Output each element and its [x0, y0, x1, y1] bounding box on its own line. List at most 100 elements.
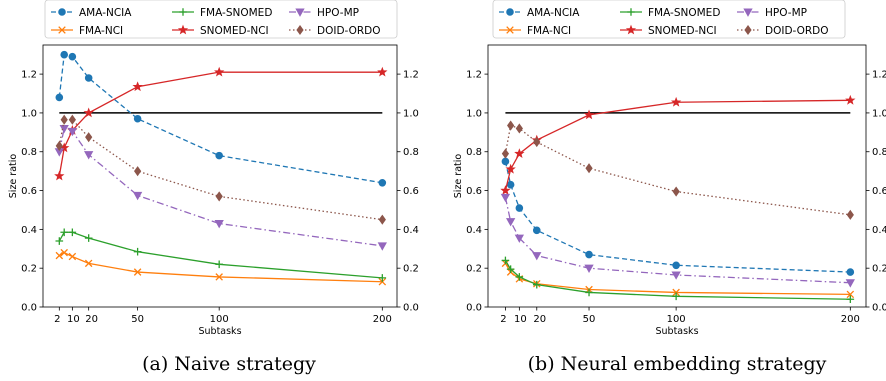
legend-marker — [744, 24, 752, 36]
data-point — [672, 186, 680, 197]
legend-label: FMA-SNOMED — [648, 7, 720, 19]
data-point — [134, 166, 142, 177]
plot-frame — [487, 44, 867, 308]
series-line — [504, 99, 851, 191]
y-tick-label-right: 1.2 — [872, 70, 886, 81]
series-hpo-mp — [500, 193, 855, 288]
data-point — [672, 288, 680, 297]
legend-marker — [625, 24, 637, 35]
x-tick-label: 20 — [533, 314, 546, 325]
data-point — [60, 248, 68, 257]
series-ama-ncia — [501, 157, 855, 276]
data-point — [60, 228, 69, 237]
y-tick-label: 0.6 — [21, 186, 37, 197]
data-point — [377, 242, 387, 251]
data-point — [846, 209, 854, 220]
data-point — [507, 120, 515, 131]
y-tick-label-right: 0.6 — [403, 186, 419, 197]
x-tick-label: 100 — [667, 314, 686, 325]
y-tick-label-right: 0.4 — [872, 225, 886, 236]
y-tick-label-right: 0.4 — [403, 225, 419, 236]
data-point — [501, 157, 510, 166]
data-point — [68, 52, 77, 61]
data-point — [533, 136, 541, 148]
data-point — [501, 148, 510, 159]
data-point — [132, 81, 143, 92]
legend-box — [492, 0, 846, 39]
y-tick-label: 1.0 — [466, 108, 482, 119]
y-tick-label: 1.0 — [21, 108, 37, 119]
legend-marker — [296, 24, 304, 36]
series-ama-ncia — [55, 50, 387, 187]
data-point — [55, 140, 63, 151]
legend-marker — [58, 26, 66, 34]
legend-label: HPO-MP — [765, 7, 807, 19]
series-fma-nci — [55, 248, 387, 286]
data-point — [68, 228, 77, 237]
legend-item-hpo-mp: HPO-MP — [289, 7, 359, 19]
series-snomed-nci — [500, 94, 856, 195]
y-tick-label: 0.0 — [21, 303, 37, 314]
legend-label: DOID-ORDO — [765, 25, 829, 37]
legend-label: FMA-NCI — [527, 25, 571, 37]
y-tick-label: 0.2 — [21, 264, 37, 275]
legend-label: AMA-NCIA — [79, 7, 132, 19]
data-point — [133, 114, 142, 123]
y-tick-label: 0.8 — [466, 147, 482, 158]
legend-label: AMA-NCIA — [527, 7, 580, 19]
legend-item-fma-snomed: FMA-SNOMED — [172, 7, 272, 19]
data-point — [846, 268, 855, 276]
data-point — [585, 163, 593, 174]
series-line — [58, 231, 383, 279]
data-point — [585, 288, 593, 297]
data-point — [378, 214, 386, 225]
data-point — [55, 251, 64, 260]
data-point — [54, 170, 65, 181]
data-point — [84, 259, 93, 268]
series-line — [504, 161, 851, 273]
y-tick-label-right: 0.8 — [872, 147, 886, 158]
y-tick-label: 0.8 — [21, 147, 37, 158]
data-point — [85, 132, 93, 143]
data-point — [845, 279, 855, 288]
legend-item-fma-nci: FMA-NCI — [499, 25, 571, 37]
data-point — [60, 50, 69, 59]
y-tick-label-right: 0.8 — [403, 147, 419, 158]
y-tick-label: 1.2 — [21, 70, 37, 81]
legend-item-doid-ordo: DOID-ORDO — [737, 24, 829, 37]
y-tick-label-right: 0.0 — [872, 303, 886, 314]
chart-neural: 0.0 0.0 0.2 0.2 0.4 0.4 0.6 0.6 0.8 0.8 1.0 1.0 1.2 1… — [453, 0, 886, 375]
data-point — [514, 148, 525, 159]
legend-item-fma-nci: FMA-NCI — [51, 25, 123, 37]
data-point — [84, 74, 93, 82]
legend: AMA-NCIA FMA-SNOMED HPO-MP FMA-NCI SNOMED-NC… — [44, 0, 398, 39]
x-tick-label: 2 — [54, 314, 60, 325]
legend-marker — [177, 24, 189, 35]
legend-label: SNOMED-NCI — [200, 25, 269, 37]
data-point — [672, 292, 680, 301]
x-tick-label: 10 — [67, 314, 80, 325]
data-point — [377, 66, 388, 77]
data-point — [214, 220, 224, 229]
data-point — [501, 256, 510, 265]
y-tick-label-right: 0.6 — [872, 186, 886, 197]
data-point — [215, 273, 223, 281]
data-point — [55, 93, 64, 102]
data-point — [378, 274, 387, 282]
legend-marker — [506, 8, 514, 16]
legend-item-ama-ncia: AMA-NCIA — [499, 7, 580, 19]
data-point — [846, 290, 855, 299]
data-point — [133, 268, 142, 276]
data-point — [672, 261, 680, 270]
y-tick-label: 0.0 — [466, 303, 482, 314]
data-point — [514, 234, 525, 243]
x-tick-label: 100 — [210, 314, 229, 325]
y-tick-label: 0.4 — [466, 225, 482, 236]
data-point — [83, 107, 94, 118]
plot-frame — [42, 44, 398, 308]
y-tick-label-right: 0.0 — [403, 303, 419, 314]
y-tick-label-right: 0.2 — [872, 264, 886, 275]
series-line — [58, 251, 383, 283]
series-line — [504, 124, 851, 216]
